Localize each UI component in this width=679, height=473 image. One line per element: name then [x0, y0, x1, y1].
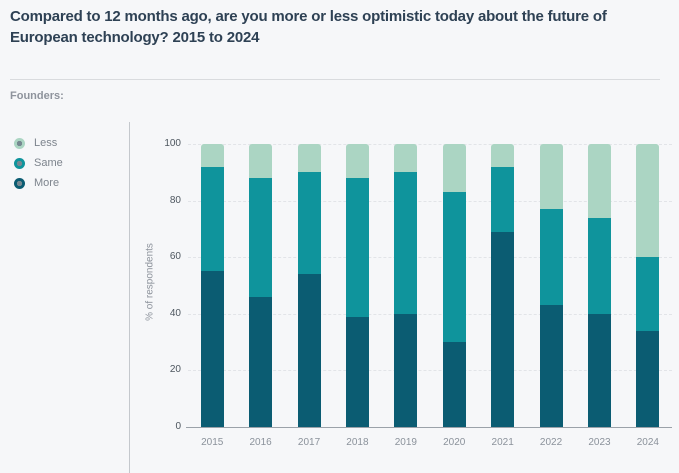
bar-segment-less[interactable]: [539, 144, 563, 210]
stacked-bar-2015[interactable]: [200, 144, 224, 427]
x-tick-label: 2017: [297, 437, 321, 448]
x-axis-labels: 2015 2016 2017 2018 2019 2020 2021 2022 2023 2024: [188, 437, 672, 448]
bar-segment-less[interactable]: [636, 144, 660, 258]
y-tick-label: 80: [169, 194, 181, 206]
bar-slot-2015: [188, 144, 236, 427]
x-tick-label: 2016: [249, 437, 272, 448]
bar-segment-more[interactable]: [587, 313, 611, 427]
stacked-bar-2016[interactable]: [249, 144, 273, 427]
bar-slot-2024: [624, 144, 672, 427]
legend-item-more[interactable]: More: [14, 173, 63, 193]
founders-label: Founders:: [10, 90, 64, 102]
x-tick-label: 2020: [443, 437, 466, 448]
gridline: [188, 200, 672, 202]
bar-segment-same[interactable]: [442, 192, 466, 343]
bar-segment-less[interactable]: [394, 144, 418, 173]
bars-container: [188, 144, 672, 427]
bar-segment-less[interactable]: [491, 144, 515, 167]
stacked-bar-2017[interactable]: [297, 144, 321, 427]
bar-segment-less[interactable]: [297, 144, 321, 173]
y-tick-label: 100: [164, 138, 181, 149]
bar-segment-less[interactable]: [587, 144, 611, 218]
stacked-bar-2019[interactable]: [394, 144, 418, 427]
legend-label: More: [34, 177, 60, 189]
y-tick-label: 60: [169, 251, 181, 263]
bar-slot-2018: [333, 144, 381, 427]
bar-segment-same[interactable]: [394, 172, 418, 314]
stacked-bar-2020[interactable]: [442, 144, 466, 427]
stacked-bar-2021[interactable]: [491, 144, 515, 427]
bar-segment-less[interactable]: [249, 144, 273, 178]
legend-divider: [129, 122, 130, 473]
stacked-bar-2024[interactable]: [636, 144, 660, 427]
gridline: [188, 257, 672, 259]
gridline: [188, 313, 672, 315]
bar-segment-more[interactable]: [491, 231, 515, 427]
page-title: Compared to 12 months ago, are you more …: [10, 8, 607, 46]
bar-segment-more[interactable]: [345, 316, 369, 427]
bar-segment-same[interactable]: [587, 217, 611, 314]
x-tick-label: 2021: [491, 437, 514, 448]
bar-slot-2019: [382, 144, 430, 427]
legend-label: Less: [34, 137, 58, 149]
legend-marker-less-icon: [14, 137, 25, 149]
x-tick-label: 2015: [201, 437, 224, 448]
bar-slot-2016: [236, 144, 284, 427]
legend-label: Same: [34, 157, 63, 169]
bar-segment-more[interactable]: [539, 305, 563, 427]
bar-segment-same[interactable]: [200, 166, 224, 272]
bar-segment-less[interactable]: [345, 144, 369, 178]
stacked-bar-2023[interactable]: [587, 144, 611, 427]
bar-segment-less[interactable]: [442, 144, 466, 193]
bar-slot-2020: [430, 144, 478, 427]
stacked-bar-2018[interactable]: [345, 144, 369, 427]
bar-slot-2017: [285, 144, 333, 427]
bar-segment-same[interactable]: [249, 177, 273, 297]
legend-marker-same-icon: [14, 157, 25, 169]
bar-segment-same[interactable]: [539, 209, 563, 306]
bar-segment-more[interactable]: [394, 313, 418, 427]
bar-slot-2022: [527, 144, 575, 427]
x-tick-label: 2018: [346, 437, 369, 448]
bar-segment-less[interactable]: [200, 144, 224, 167]
stacked-bar-2022[interactable]: [539, 144, 563, 427]
y-tick-label: 20: [169, 364, 181, 376]
bar-segment-more[interactable]: [442, 342, 466, 427]
x-tick-label: 2024: [636, 437, 659, 448]
plot-area: [188, 144, 672, 427]
x-tick-label: 2022: [539, 437, 563, 448]
bar-segment-more[interactable]: [636, 330, 660, 427]
x-tick-label: 2023: [588, 437, 611, 448]
bar-segment-same[interactable]: [297, 172, 321, 275]
bar-segment-same[interactable]: [636, 257, 660, 331]
bar-slot-2023: [575, 144, 623, 427]
legend-item-less[interactable]: Less: [14, 133, 63, 153]
gridline: [188, 370, 672, 372]
legend: Less Same More: [14, 133, 63, 193]
gridline: [188, 144, 672, 145]
bar-segment-more[interactable]: [297, 274, 321, 427]
bar-segment-same[interactable]: [491, 166, 515, 232]
y-tick-label: 40: [169, 307, 181, 319]
title-divider: [10, 79, 660, 80]
bar-segment-more[interactable]: [249, 296, 273, 427]
bar-segment-more[interactable]: [200, 271, 224, 427]
legend-marker-more-icon: [14, 177, 25, 189]
x-tick-label: 2019: [394, 437, 417, 448]
x-axis-line: [186, 427, 672, 428]
y-tick-label: 0: [175, 421, 181, 432]
bar-segment-same[interactable]: [345, 177, 369, 317]
legend-item-same[interactable]: Same: [14, 153, 63, 173]
bar-slot-2021: [478, 144, 526, 427]
